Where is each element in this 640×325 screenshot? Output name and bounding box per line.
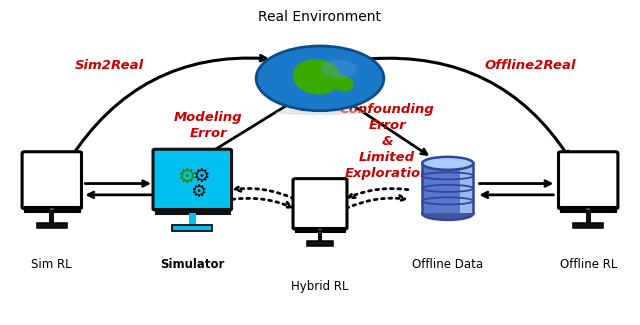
Circle shape (318, 228, 322, 230)
Text: Real Environment: Real Environment (259, 10, 381, 24)
Bar (461, 163, 473, 214)
Bar (189, 213, 196, 225)
Text: ⚙: ⚙ (177, 167, 196, 187)
Ellipse shape (331, 75, 354, 91)
Bar (172, 225, 212, 231)
Bar (156, 211, 229, 213)
Bar (37, 223, 67, 228)
Ellipse shape (422, 207, 473, 220)
Text: ⚙: ⚙ (193, 167, 210, 186)
Text: Hybrid RL: Hybrid RL (291, 280, 349, 293)
Bar (561, 207, 615, 211)
Bar (37, 223, 67, 228)
Text: Offline2Real: Offline2Real (485, 59, 577, 72)
FancyBboxPatch shape (559, 152, 618, 209)
Circle shape (256, 46, 384, 111)
Text: Sim RL: Sim RL (31, 258, 72, 271)
Bar (296, 228, 344, 231)
Circle shape (321, 59, 357, 78)
Bar (573, 223, 603, 228)
Ellipse shape (275, 110, 365, 115)
Bar (586, 211, 591, 223)
Ellipse shape (292, 59, 341, 95)
Text: ⚙: ⚙ (190, 184, 206, 202)
Circle shape (50, 208, 54, 210)
FancyBboxPatch shape (153, 149, 232, 210)
Bar (422, 163, 473, 214)
FancyBboxPatch shape (293, 179, 347, 229)
Bar (307, 241, 333, 246)
Text: Offline RL: Offline RL (559, 258, 617, 271)
Text: Offline Data: Offline Data (412, 258, 483, 271)
Text: Confounding
Error
&
Limited
Exploration: Confounding Error & Limited Exploration (340, 103, 435, 180)
Text: Simulator: Simulator (160, 258, 225, 271)
Bar (307, 241, 333, 246)
Bar (156, 209, 229, 213)
Bar (25, 207, 79, 211)
Text: Sim2Real: Sim2Real (75, 59, 144, 72)
Ellipse shape (422, 157, 473, 170)
Text: Modeling
Error: Modeling Error (174, 111, 243, 140)
Bar (172, 225, 212, 231)
FancyBboxPatch shape (22, 152, 81, 209)
Bar (49, 211, 54, 223)
Bar (573, 223, 603, 228)
Bar (318, 231, 322, 241)
Circle shape (586, 208, 590, 210)
